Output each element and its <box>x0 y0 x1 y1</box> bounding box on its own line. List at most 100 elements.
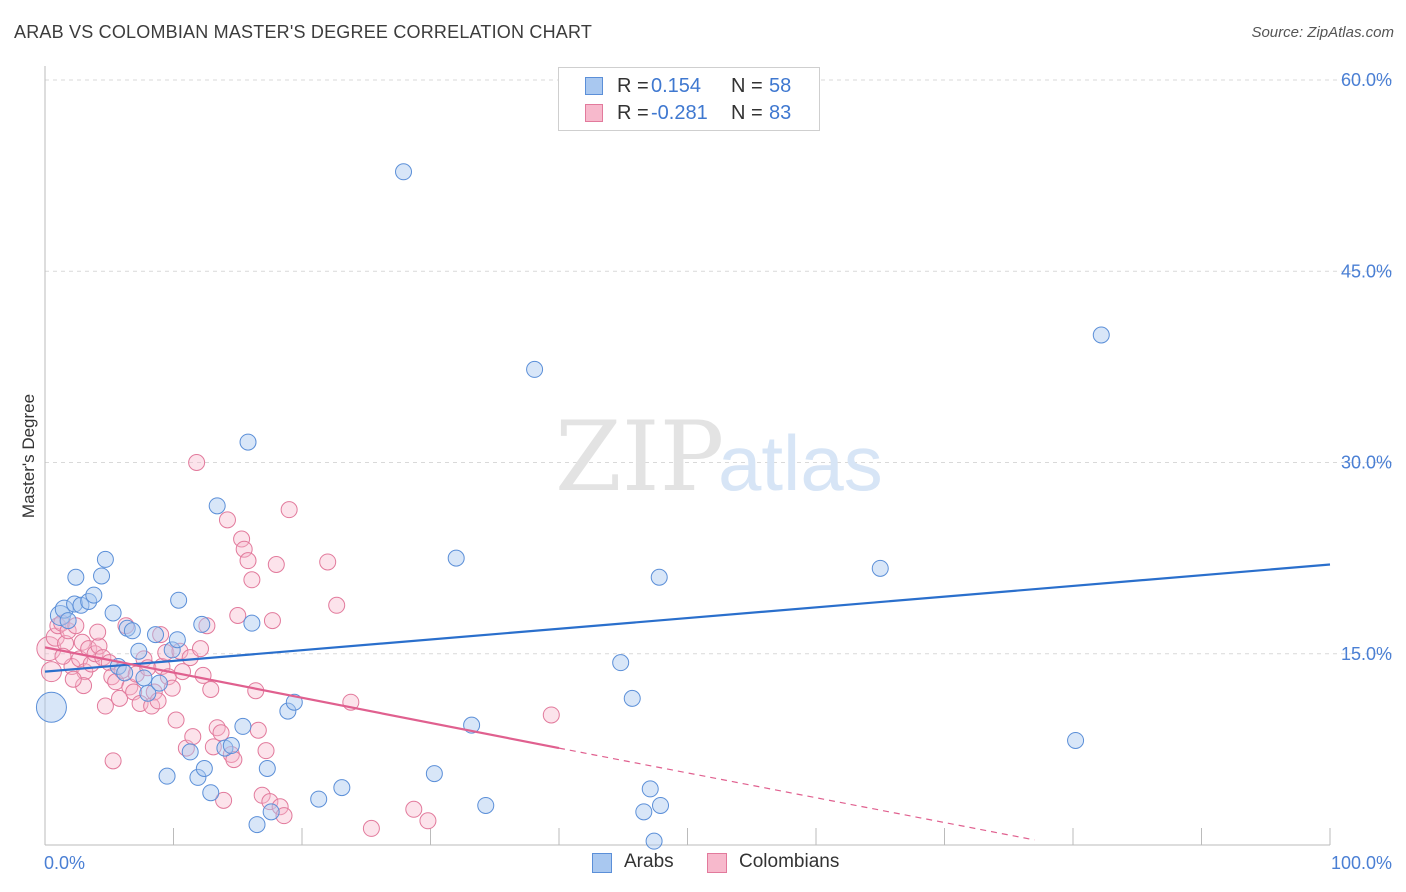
y-tick-label: 60.0% <box>1341 70 1392 90</box>
colombians-point <box>184 728 202 746</box>
arabs-trend-line <box>44 563 1331 673</box>
arabs-point <box>222 737 240 755</box>
colombians-point <box>111 689 129 707</box>
colombians-point <box>235 540 253 558</box>
arabs-point <box>395 163 413 181</box>
colombians-point <box>89 623 107 641</box>
colombians-point <box>275 807 293 825</box>
colombians-point <box>362 819 380 837</box>
tick-labels: 15.0% 30.0% 45.0% 60.0% 0.0% 100.0% <box>44 70 1392 873</box>
colombians-point <box>90 637 108 655</box>
arabs-point <box>635 803 653 821</box>
arabs-point <box>202 784 220 802</box>
arabs-point <box>641 780 659 798</box>
bottom-legend-swatch-arabs <box>592 853 612 873</box>
colombians-point <box>173 663 191 681</box>
colombians-point <box>239 552 257 570</box>
arabs-point <box>234 717 252 735</box>
arabs-point <box>477 796 495 814</box>
colombians-point <box>257 742 275 760</box>
bottom-legend-swatch-colombians <box>707 853 727 873</box>
legend-swatch-arabs <box>585 77 603 95</box>
arabs-point <box>871 559 889 577</box>
arabs-point <box>59 612 77 630</box>
arabs-point <box>623 689 641 707</box>
arabs-point <box>262 803 280 821</box>
colombians-point <box>145 683 163 701</box>
arabs-point <box>93 567 111 585</box>
x-tick-label: 0.0% <box>44 853 85 873</box>
colombians-point <box>215 791 233 809</box>
bottom-legend-label-colombians: Colombians <box>739 851 840 872</box>
arabs-point <box>139 684 157 702</box>
arabs-points <box>35 163 1110 850</box>
colombians-point <box>233 530 251 548</box>
legend-r-value: -0.281 <box>651 102 708 124</box>
y-tick-label: 15.0% <box>1341 644 1392 664</box>
arabs-point <box>158 767 176 785</box>
arabs-point <box>104 604 122 622</box>
colombians-point <box>267 556 285 573</box>
y-tick-label: 45.0% <box>1341 261 1392 281</box>
colombians-point <box>328 596 346 614</box>
arabs-point <box>248 816 266 834</box>
colombians-point <box>212 724 230 742</box>
arabs-point <box>652 796 670 814</box>
colombians-point <box>271 798 289 816</box>
arabs-point <box>310 790 328 808</box>
legend: R = 0.154 N = 58 R = -0.281 N = 83 <box>558 67 820 131</box>
watermark-atlas: atlas <box>718 419 883 507</box>
colombians-point <box>542 706 560 724</box>
arabs-point <box>168 631 186 649</box>
colombians-trend-line <box>44 646 560 750</box>
arabs-point <box>96 550 114 568</box>
colombians-point <box>225 751 243 769</box>
arabs-point <box>1092 326 1110 344</box>
legend-n-label: N = <box>731 75 763 97</box>
colombians-points <box>36 454 560 837</box>
watermark-zip: ZIP <box>555 401 724 513</box>
colombians-point <box>188 454 206 471</box>
arabs-point <box>447 549 465 567</box>
chart-title: ARAB VS COLOMBIAN MASTER'S DEGREE CORREL… <box>14 22 593 42</box>
arabs-point <box>645 832 663 850</box>
colombians-point <box>218 511 236 529</box>
arabs-point <box>130 642 148 660</box>
legend-n-label: N = <box>731 102 763 124</box>
arabs-point <box>35 691 67 723</box>
arabs-point <box>66 595 84 613</box>
colombians-point <box>319 553 337 571</box>
arabs-point <box>279 702 297 720</box>
colombians-point <box>263 612 281 630</box>
arabs-point <box>612 654 630 672</box>
trend-lines <box>44 563 1331 841</box>
colombians-point <box>96 697 114 715</box>
colombians-point <box>167 711 185 729</box>
colombians-point <box>249 721 267 739</box>
arabs-point <box>85 586 103 604</box>
colombians-point <box>104 752 122 770</box>
arabs-point <box>285 693 303 711</box>
arabs-point <box>195 760 213 777</box>
colombians-point <box>73 633 91 651</box>
y-axis-label: Master's Degree <box>19 394 38 518</box>
y-tick-label: 30.0% <box>1341 453 1392 473</box>
arabs-point <box>1067 731 1085 749</box>
arabs-point <box>150 674 168 692</box>
arabs-point <box>258 760 276 777</box>
arabs-point <box>170 591 188 609</box>
colombians-point <box>280 501 298 519</box>
colombians-point <box>229 607 247 624</box>
arabs-point <box>239 433 257 451</box>
legend-n-value: 83 <box>769 102 792 124</box>
colombians-point <box>202 680 220 698</box>
arabs-point <box>208 497 226 515</box>
arabs-point <box>72 596 90 614</box>
colombians-point <box>222 745 240 763</box>
arabs-point <box>193 615 211 633</box>
legend-r-label: R = <box>617 75 649 97</box>
arabs-point <box>118 619 136 637</box>
arabs-point <box>425 765 443 783</box>
arabs-point <box>526 360 544 378</box>
